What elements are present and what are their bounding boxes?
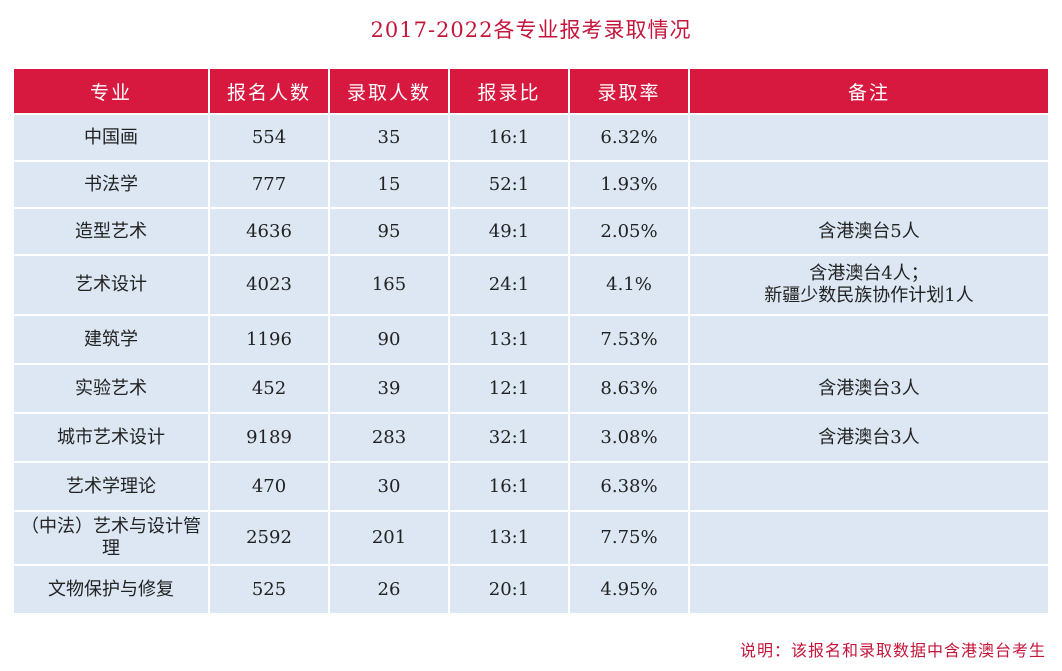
cell-major: （中法）艺术与设计管理 xyxy=(14,512,208,564)
cell-rate: 2.05% xyxy=(570,209,688,254)
cell-rate: 8.63% xyxy=(570,365,688,412)
cell-rate: 4.95% xyxy=(570,566,688,613)
cell-applicants: 777 xyxy=(210,162,328,207)
cell-rate: 7.53% xyxy=(570,316,688,363)
cell-ratio: 13:1 xyxy=(450,512,568,564)
cell-remarks: 含港澳台3人 xyxy=(690,414,1048,461)
cell-admitted: 26 xyxy=(330,566,448,613)
cell-remarks xyxy=(690,512,1048,564)
cell-admitted: 95 xyxy=(330,209,448,254)
remark-line: 新疆少数民族协作计划1人 xyxy=(764,285,974,306)
table-body: 中国画 554 35 16:1 6.32% 书法学 777 15 52:1 1.93% 造型艺术 46… xyxy=(14,115,1048,613)
remark-line: 含港澳台3人 xyxy=(818,377,920,399)
table-row: （中法）艺术与设计管理 2592 201 13:1 7.75% xyxy=(14,512,1048,564)
cell-remarks: 含港澳台5人 xyxy=(690,209,1048,254)
cell-remarks xyxy=(690,316,1048,363)
header-major: 专业 xyxy=(14,69,208,113)
table-row: 书法学 777 15 52:1 1.93% xyxy=(14,162,1048,207)
cell-ratio: 13:1 xyxy=(450,316,568,363)
header-admitted: 录取人数 xyxy=(330,69,448,113)
table-row: 城市艺术设计 9189 283 32:1 3.08% 含港澳台3人 xyxy=(14,414,1048,461)
cell-admitted: 39 xyxy=(330,365,448,412)
header-ratio: 报录比 xyxy=(450,69,568,113)
cell-ratio: 12:1 xyxy=(450,365,568,412)
cell-applicants: 4023 xyxy=(210,256,328,314)
cell-ratio: 32:1 xyxy=(450,414,568,461)
cell-rate: 7.75% xyxy=(570,512,688,564)
table-row: 中国画 554 35 16:1 6.32% xyxy=(14,115,1048,160)
cell-remarks: 含港澳台3人 xyxy=(690,365,1048,412)
table-row: 艺术学理论 470 30 16:1 6.38% xyxy=(14,463,1048,510)
cell-major: 文物保护与修复 xyxy=(14,566,208,613)
cell-applicants: 4636 xyxy=(210,209,328,254)
cell-ratio: 16:1 xyxy=(450,463,568,510)
cell-applicants: 1196 xyxy=(210,316,328,363)
remark-line: 含港澳台3人 xyxy=(818,426,920,448)
cell-major: 书法学 xyxy=(14,162,208,207)
table-row: 文物保护与修复 525 26 20:1 4.95% xyxy=(14,566,1048,613)
cell-applicants: 525 xyxy=(210,566,328,613)
table-row: 建筑学 1196 90 13:1 7.53% xyxy=(14,316,1048,363)
cell-rate: 1.93% xyxy=(570,162,688,207)
remark-line: 含港澳台4人； xyxy=(809,263,929,284)
header-rate: 录取率 xyxy=(570,69,688,113)
cell-applicants: 9189 xyxy=(210,414,328,461)
cell-remarks: 含港澳台4人； 新疆少数民族协作计划1人 xyxy=(690,256,1048,314)
cell-applicants: 452 xyxy=(210,365,328,412)
cell-ratio: 20:1 xyxy=(450,566,568,613)
cell-major: 中国画 xyxy=(14,115,208,160)
cell-major: 城市艺术设计 xyxy=(14,414,208,461)
remark-line: 含港澳台5人 xyxy=(818,220,920,242)
footnote: 说明：该报名和录取数据中含港澳台考生 xyxy=(739,641,1046,660)
cell-ratio: 52:1 xyxy=(450,162,568,207)
cell-admitted: 165 xyxy=(330,256,448,314)
cell-major: 实验艺术 xyxy=(14,365,208,412)
table-row: 艺术设计 4023 165 24:1 4.1% 含港澳台4人； 新疆少数民族协作计划1人 xyxy=(14,256,1048,314)
cell-major: 艺术学理论 xyxy=(14,463,208,510)
cell-ratio: 24:1 xyxy=(450,256,568,314)
page-title: 2017-2022各专业报考录取情况 xyxy=(370,18,692,42)
header-applicants: 报名人数 xyxy=(210,69,328,113)
cell-rate: 6.32% xyxy=(570,115,688,160)
cell-applicants: 554 xyxy=(210,115,328,160)
table-header-row: 专业 报名人数 录取人数 报录比 录取率 备注 xyxy=(14,69,1048,113)
cell-admitted: 90 xyxy=(330,316,448,363)
cell-applicants: 470 xyxy=(210,463,328,510)
cell-applicants: 2592 xyxy=(210,512,328,564)
admissions-table: 专业 报名人数 录取人数 报录比 录取率 备注 中国画 554 35 16:1 6.32… xyxy=(12,67,1050,615)
cell-rate: 6.38% xyxy=(570,463,688,510)
cell-major: 建筑学 xyxy=(14,316,208,363)
cell-admitted: 35 xyxy=(330,115,448,160)
table-row: 实验艺术 452 39 12:1 8.63% 含港澳台3人 xyxy=(14,365,1048,412)
cell-admitted: 201 xyxy=(330,512,448,564)
header-remarks: 备注 xyxy=(690,69,1048,113)
cell-remarks xyxy=(690,115,1048,160)
table-row: 造型艺术 4636 95 49:1 2.05% 含港澳台5人 xyxy=(14,209,1048,254)
cell-admitted: 30 xyxy=(330,463,448,510)
cell-remarks xyxy=(690,162,1048,207)
cell-remarks xyxy=(690,463,1048,510)
cell-remarks xyxy=(690,566,1048,613)
cell-admitted: 283 xyxy=(330,414,448,461)
cell-rate: 3.08% xyxy=(570,414,688,461)
cell-ratio: 16:1 xyxy=(450,115,568,160)
cell-ratio: 49:1 xyxy=(450,209,568,254)
cell-major: 艺术设计 xyxy=(14,256,208,314)
cell-admitted: 15 xyxy=(330,162,448,207)
cell-major: 造型艺术 xyxy=(14,209,208,254)
cell-rate: 4.1% xyxy=(570,256,688,314)
